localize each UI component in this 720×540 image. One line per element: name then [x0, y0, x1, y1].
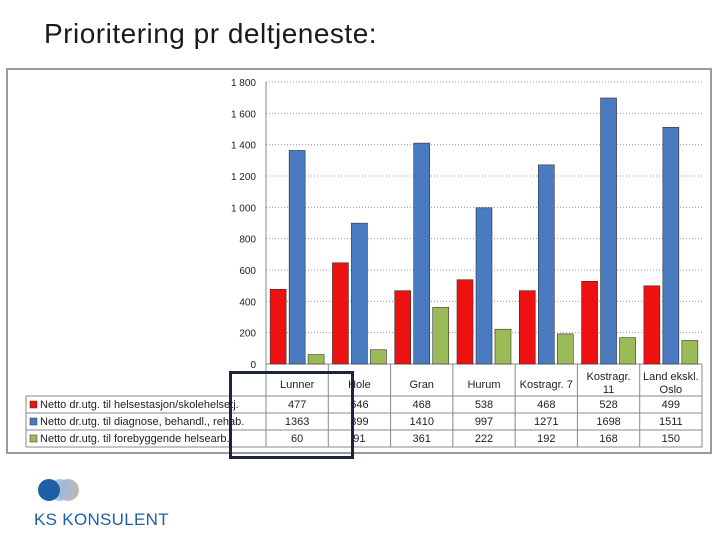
page-title: Prioritering pr deltjeneste: — [44, 18, 378, 49]
y-tick-label: 200 — [239, 329, 256, 340]
logo-text: KS KONSULENT — [34, 510, 169, 529]
data-label: 899 — [350, 416, 368, 428]
x-tick-label: Kostragr. — [587, 371, 631, 383]
bar — [351, 222, 368, 365]
x-tick-label: Kostragr. 7 — [520, 379, 573, 391]
x-tick-label: Gran — [409, 379, 433, 391]
ks-konsulent-logo: KS KONSULENT — [34, 474, 169, 530]
data-label: 91 — [353, 433, 365, 445]
data-label: 1271 — [534, 416, 558, 428]
bar — [475, 207, 493, 365]
bar — [600, 97, 617, 365]
y-tick-label: 400 — [239, 297, 256, 308]
bar — [537, 164, 555, 365]
y-tick-label: 800 — [239, 235, 256, 246]
data-label: 150 — [662, 433, 680, 445]
bar — [556, 333, 574, 365]
bar — [619, 337, 636, 365]
bar — [307, 354, 325, 365]
bar — [413, 142, 431, 365]
x-tick-label: 11 — [603, 384, 614, 396]
data-label: 1410 — [409, 416, 433, 428]
bar — [643, 285, 661, 365]
bar — [288, 150, 306, 365]
data-label: 361 — [413, 433, 431, 445]
data-label: 1363 — [285, 416, 309, 428]
bar — [370, 349, 387, 365]
bar — [394, 290, 412, 365]
data-label: 646 — [350, 399, 368, 411]
bar — [456, 279, 474, 365]
legend-swatch — [29, 400, 38, 409]
y-tick-label: 1 400 — [231, 141, 256, 152]
x-tick-label: Hurum — [467, 379, 500, 391]
y-tick-label: 1 200 — [231, 172, 256, 183]
data-label: 997 — [475, 416, 493, 428]
y-tick-label: 1 600 — [231, 109, 256, 120]
legend-label: Netto dr.utg. til helsestasjon/skolehels… — [40, 399, 239, 411]
highlight-box — [229, 371, 354, 459]
x-tick-label: Lunner — [280, 379, 315, 391]
legend-label: Netto dr.utg. til forebyggende helsearb. — [40, 433, 230, 445]
data-label: 60 — [291, 433, 303, 445]
data-label: 528 — [599, 399, 617, 411]
bar — [681, 340, 699, 365]
legend-swatch — [29, 417, 38, 426]
logo-mark-icon — [38, 479, 79, 501]
chart-frame: 0 200 400 600 800 1 000 1 200 1 400 1 600 1 800 Lu… — [6, 68, 712, 454]
y-tick-label: 600 — [239, 266, 256, 277]
x-tick-label: Oslo — [660, 384, 683, 396]
data-label: 468 — [413, 399, 431, 411]
data-label: 1698 — [596, 416, 620, 428]
bar — [269, 288, 287, 365]
data-label: 222 — [475, 433, 493, 445]
data-label: 192 — [537, 433, 555, 445]
data-label: 499 — [662, 399, 680, 411]
bar — [662, 126, 680, 365]
y-tick-label: 0 — [250, 360, 256, 371]
bar — [581, 280, 598, 365]
bar — [518, 290, 536, 365]
y-tick-label: 1 800 — [231, 78, 256, 89]
bar-chart: 0 200 400 600 800 1 000 1 200 1 400 1 600 1 800 Lu… — [25, 78, 703, 448]
y-tick-label: 1 000 — [231, 203, 256, 214]
bar — [332, 262, 349, 365]
bar — [432, 307, 450, 365]
x-tick-label: Land ekskl. — [643, 371, 699, 383]
data-label: 168 — [599, 433, 617, 445]
data-label: 538 — [475, 399, 493, 411]
data-label: 468 — [537, 399, 555, 411]
data-label: 477 — [288, 399, 306, 411]
legend-label: Netto dr.utg. til diagnose, behandl., re… — [40, 416, 244, 428]
data-label: 1511 — [659, 416, 683, 428]
bar — [494, 328, 512, 365]
legend-swatch — [29, 434, 38, 443]
